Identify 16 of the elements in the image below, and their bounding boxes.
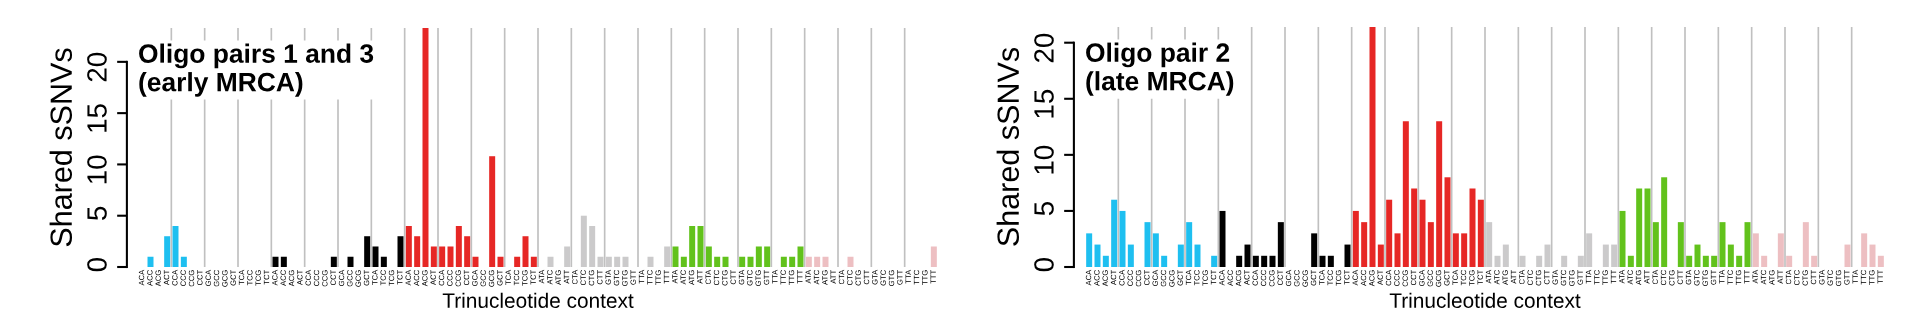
y-tick-label: 20 <box>87 52 107 82</box>
y-axis-title: Shared sSNVs <box>996 47 1020 246</box>
y-tick-label: 10 <box>1034 145 1054 174</box>
x-axis-title: Trinucleotide context <box>1389 292 1581 309</box>
y-tick-label: 0 <box>1034 258 1054 272</box>
y-tick-label: 15 <box>1034 89 1054 118</box>
y-tick-label: 15 <box>87 104 107 132</box>
x-axis-title: Trinucleotide context <box>442 292 634 309</box>
y-tick-label: 5 <box>87 206 107 220</box>
y-tick-label: 10 <box>87 155 107 184</box>
y-tick-label: 20 <box>1034 33 1054 63</box>
y-axis-title: Shared sSNVs <box>49 48 73 247</box>
text: Oligo pair 2 (late MRCA) <box>1086 42 1234 96</box>
y-tick-label: 5 <box>1034 202 1054 216</box>
text: Oligo pairs 1 and 3 (early MRCA) <box>139 43 374 97</box>
y-tick-label: 0 <box>87 258 107 272</box>
